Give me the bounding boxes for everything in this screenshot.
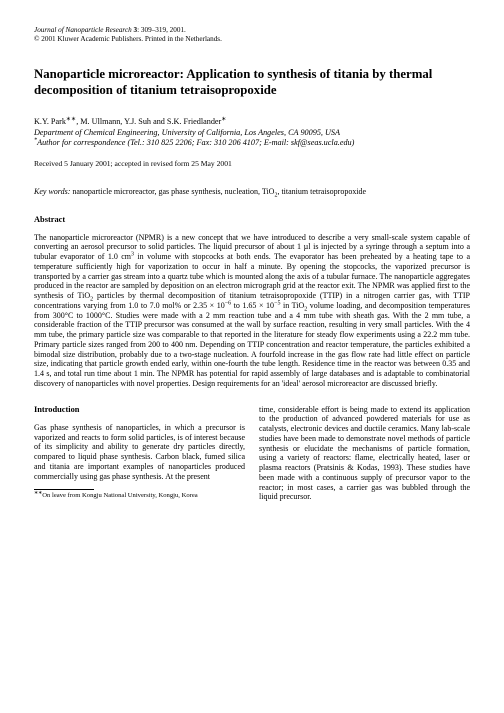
introduction-heading: Introduction: [34, 405, 245, 415]
journal-line1-italic: Journal of Nanoparticle Research: [34, 26, 134, 34]
keywords-text: nanoparticle microreactor, gas phase syn…: [70, 187, 366, 196]
footnote: ∗∗On leave from Kongju National Universi…: [34, 492, 245, 500]
intro-paragraph-2: time, considerable effort is being made …: [259, 405, 470, 503]
abstract-heading: Abstract: [34, 215, 470, 225]
footnote-rule: [34, 489, 94, 490]
body-columns: Introduction Gas phase synthesis of nano…: [34, 405, 470, 503]
intro-paragraph-1: Gas phase synthesis of nanoparticles, in…: [34, 423, 245, 482]
abstract-body: The nanoparticle microreactor (NPMR) is …: [34, 233, 470, 389]
journal-info: Journal of Nanoparticle Research 3: 309–…: [34, 26, 470, 43]
authors: K.Y. Park∗∗, M. Ullmann, Y.J. Suh and S.…: [34, 117, 470, 127]
keywords: Key words: nanoparticle microreactor, ga…: [34, 187, 470, 196]
affiliation: Department of Chemical Engineering, Univ…: [34, 128, 470, 149]
journal-copyright: © 2001 Kluwer Academic Publishers. Print…: [34, 35, 222, 43]
keywords-label: Key words:: [34, 187, 70, 196]
paper-title: Nanoparticle microreactor: Application t…: [34, 67, 470, 99]
journal-line1-suffix: : 309–319, 2001.: [137, 26, 186, 34]
paper-page: Journal of Nanoparticle Research 3: 309–…: [0, 0, 504, 713]
received-accepted-dates: Received 5 January 2001; accepted in rev…: [34, 160, 470, 169]
